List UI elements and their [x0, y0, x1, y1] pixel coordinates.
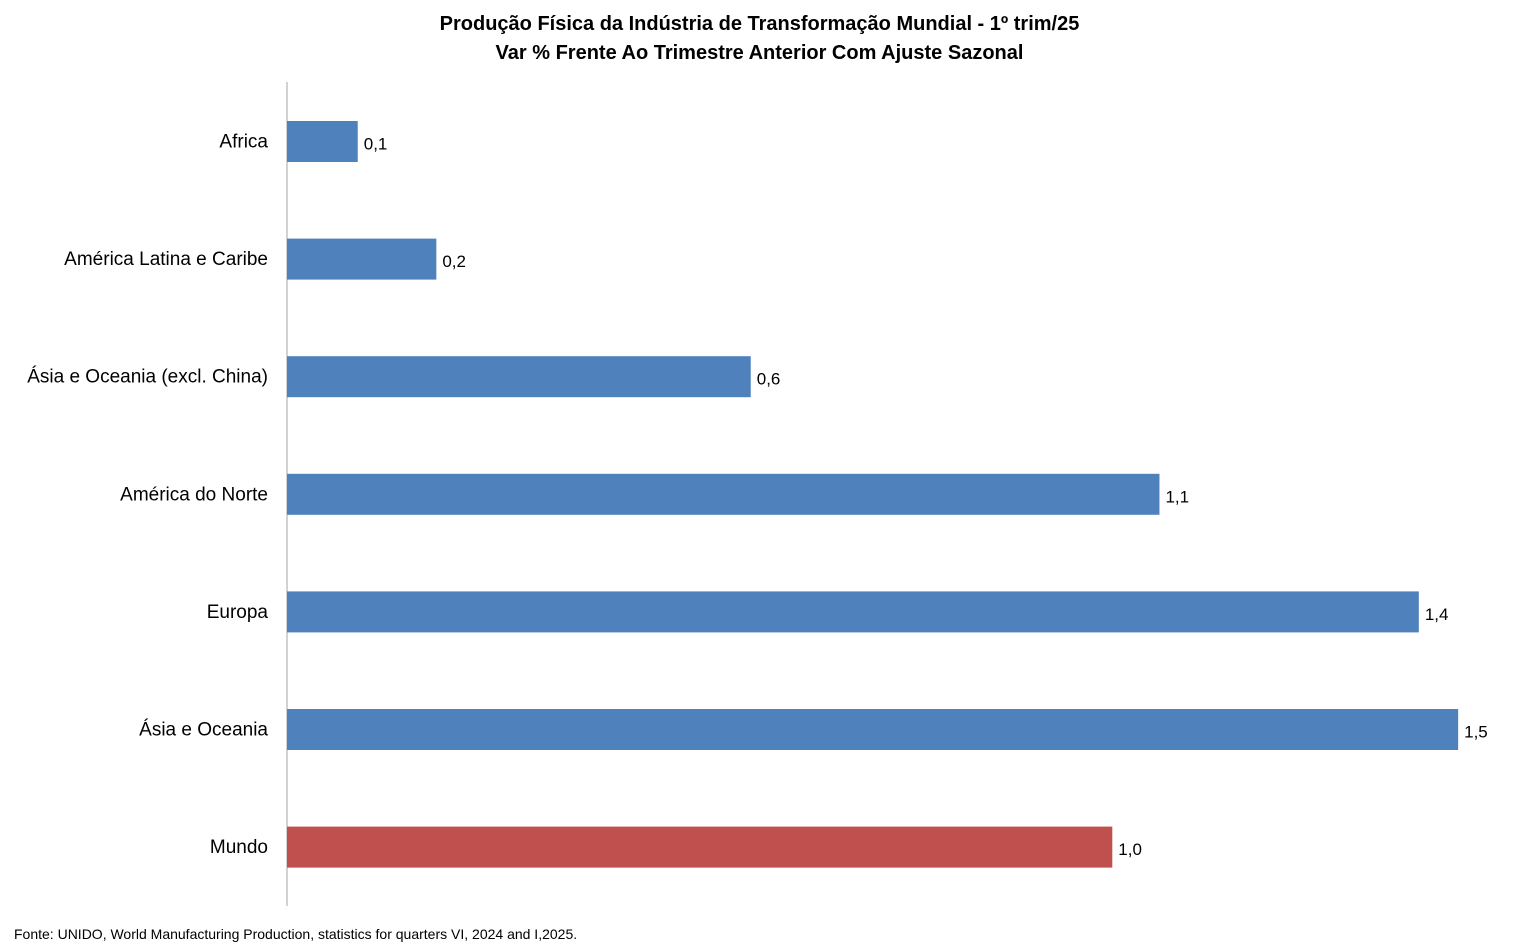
category-label-0: Africa	[219, 132, 268, 153]
category-label-5: Ásia e Oceania	[139, 720, 268, 741]
bar-3	[287, 473, 1160, 515]
value-label-6: 1,0	[1118, 840, 1142, 859]
value-label-4: 1,4	[1425, 605, 1449, 624]
chart-subtitle: Var % Frente Ao Trimestre Anterior Com A…	[495, 42, 1024, 64]
chart-title-block: Produção Física da Indústria de Transfor…	[0, 10, 1519, 68]
value-label-5: 1,5	[1464, 723, 1488, 742]
value-label-1: 0,2	[442, 252, 466, 271]
value-label-3: 1,1	[1165, 487, 1189, 506]
value-label-0: 0,1	[364, 135, 388, 154]
value-labels-group: 0,1 0,2 0,6 1,1 1,4 1,5 1,0	[364, 135, 1488, 860]
value-label-2: 0,6	[757, 370, 781, 389]
bar-5	[287, 709, 1459, 750]
chart-title: Produção Física da Indústria de Transfor…	[439, 13, 1080, 35]
bars-group	[287, 121, 1459, 868]
category-labels-group: Africa América Latina e Caribe Ásia e Ocea…	[27, 132, 268, 859]
source-note: Fonte: UNIDO, World Manufacturing Produc…	[14, 926, 578, 942]
bar-6	[287, 826, 1113, 868]
category-label-1: América Latina e Caribe	[64, 249, 268, 270]
bar-chart: Africa América Latina e Caribe Ásia e Ocea…	[27, 82, 1488, 906]
category-label-6: Mundo	[210, 837, 268, 858]
bar-0	[287, 121, 358, 162]
category-label-3: América do Norte	[120, 484, 268, 505]
bar-2	[287, 356, 751, 398]
category-label-2: Ásia e Oceania (excl. China)	[27, 367, 268, 388]
category-label-4: Europa	[207, 602, 269, 623]
bar-4	[287, 591, 1419, 633]
bar-1	[287, 238, 437, 280]
